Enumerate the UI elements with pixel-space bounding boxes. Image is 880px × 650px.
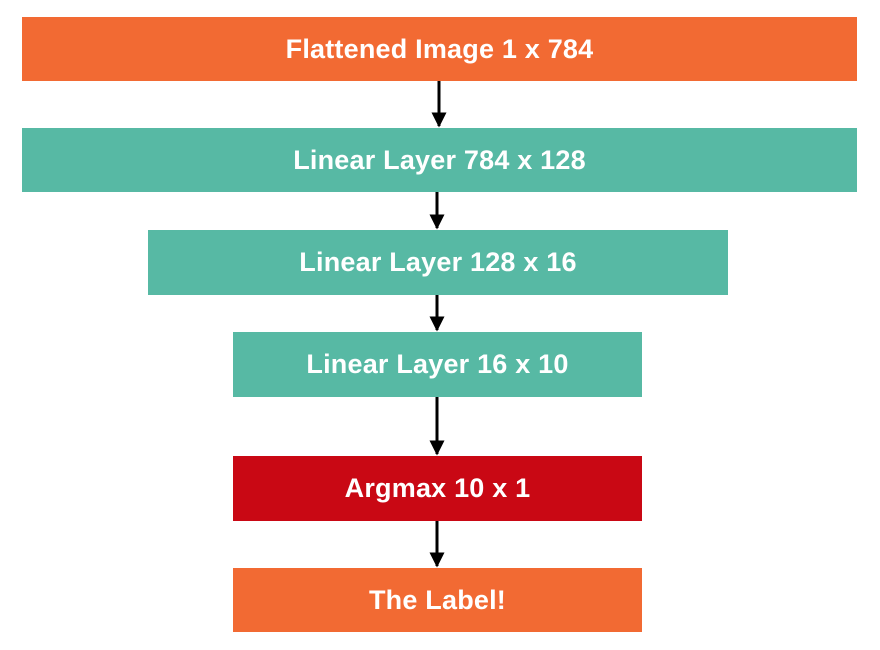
node-label: The Label! bbox=[368, 584, 506, 615]
node-flattened-image: Flattened Image 1 x 784 bbox=[22, 17, 857, 81]
node-the-label: The Label! bbox=[233, 568, 642, 632]
node-linear-layer-3: Linear Layer 16 x 10 bbox=[233, 332, 642, 397]
node-label: Linear Layer 784 x 128 bbox=[293, 144, 586, 175]
node-label: Argmax 10 x 1 bbox=[344, 473, 531, 503]
node-label: Linear Layer 128 x 16 bbox=[299, 247, 577, 277]
node-label: Flattened Image 1 x 784 bbox=[285, 33, 594, 64]
node-linear-layer-1: Linear Layer 784 x 128 bbox=[22, 128, 857, 192]
node-argmax: Argmax 10 x 1 bbox=[233, 456, 642, 521]
node-label: Linear Layer 16 x 10 bbox=[306, 349, 569, 379]
node-linear-layer-2: Linear Layer 128 x 16 bbox=[148, 230, 728, 295]
